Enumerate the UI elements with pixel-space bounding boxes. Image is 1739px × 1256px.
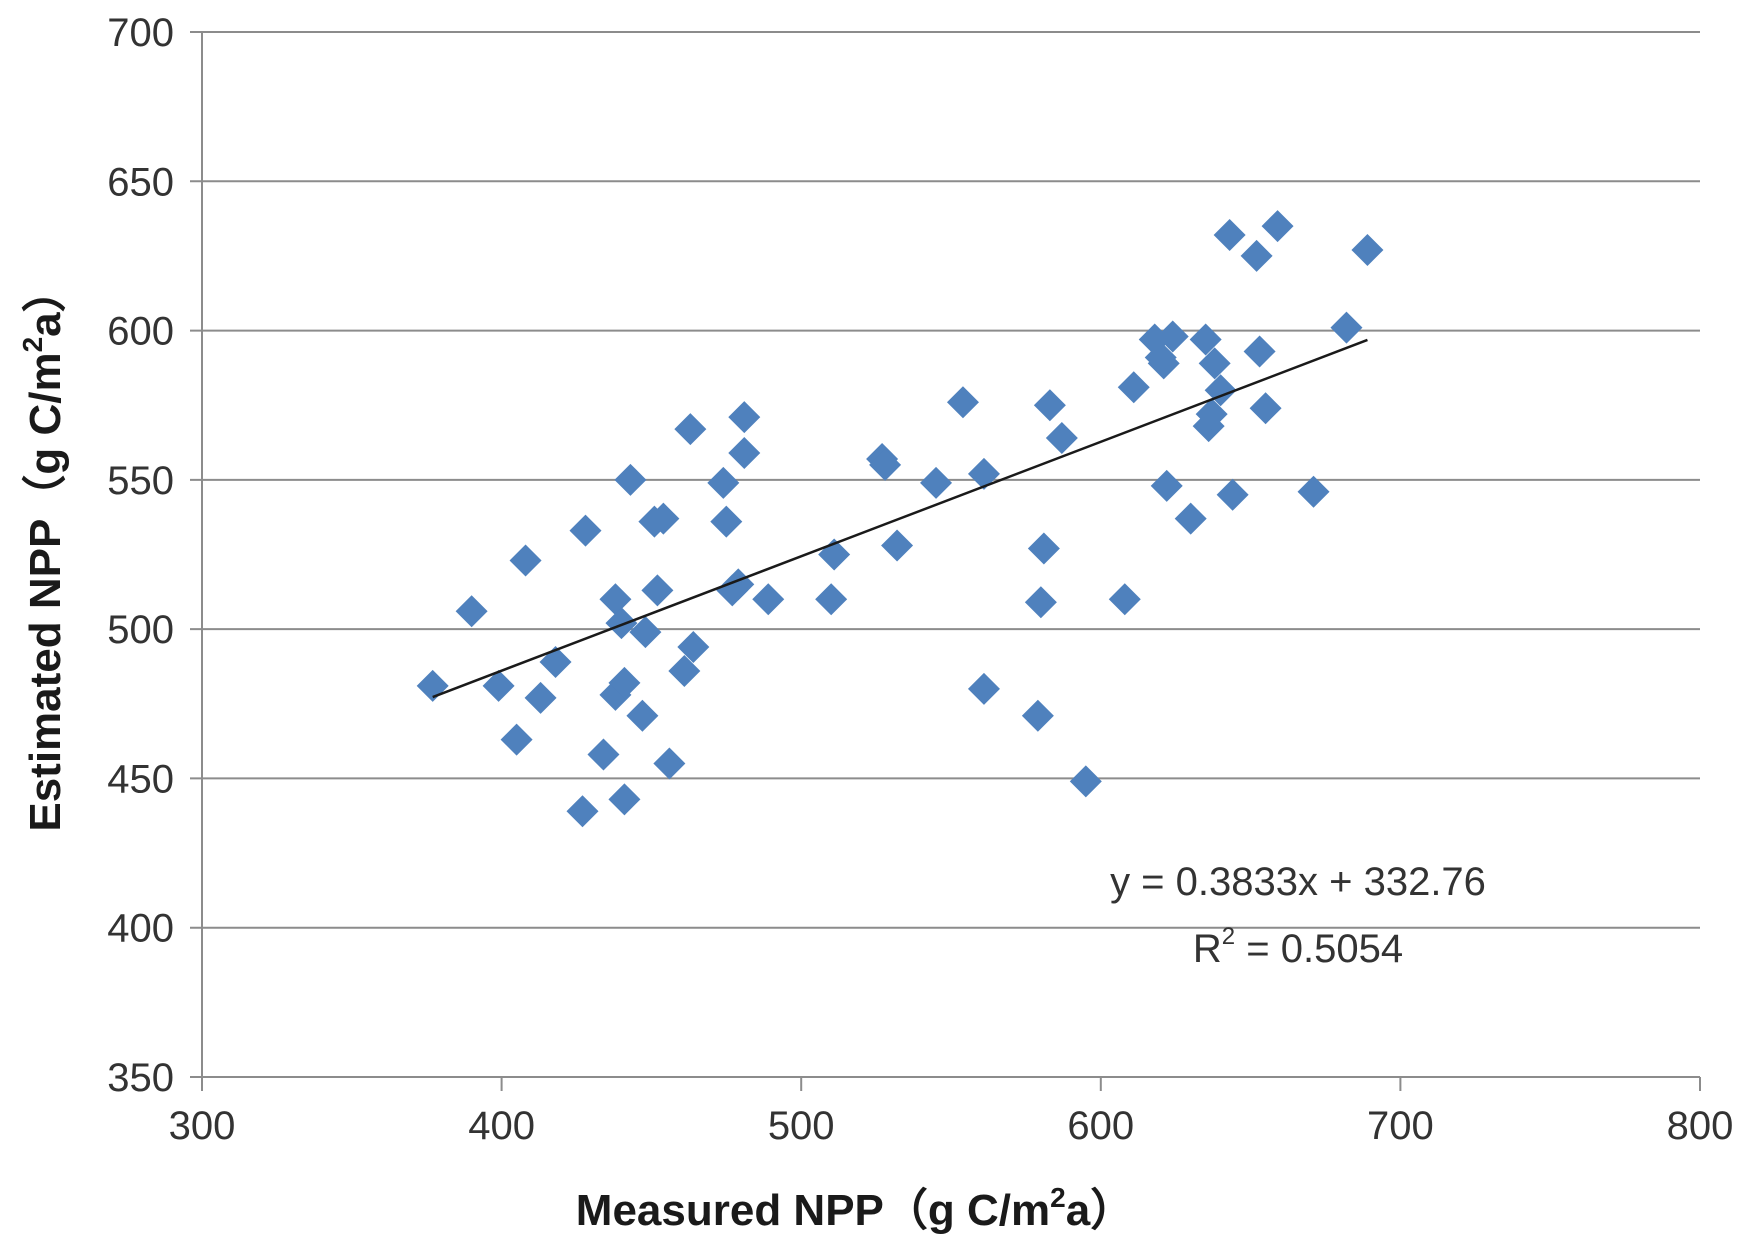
- data-point-59: [1198, 347, 1231, 380]
- data-point-46: [1045, 422, 1078, 455]
- data-point-66: [1261, 210, 1294, 243]
- data-point-39: [946, 386, 979, 419]
- data-point-58: [1195, 398, 1228, 431]
- data-point-33: [815, 583, 848, 616]
- data-point-5: [509, 544, 542, 577]
- x-tick-label-600: 600: [1067, 1104, 1134, 1148]
- data-point-41: [967, 672, 1000, 705]
- data-point-45: [1033, 389, 1066, 422]
- y-tick-label-650: 650: [107, 160, 174, 204]
- data-point-68: [1330, 311, 1363, 344]
- r2-prefix: R: [1193, 927, 1222, 971]
- x-tick-label-300: 300: [169, 1104, 236, 1148]
- trendline-equation: y = 0.3833x + 332.76: [1110, 860, 1486, 904]
- trendline-layer: [432, 338, 1368, 699]
- data-point-43: [1024, 586, 1057, 619]
- data-point-20: [641, 574, 674, 607]
- data-point-36: [869, 448, 902, 481]
- data-point-18: [629, 616, 662, 649]
- data-point-52: [1147, 347, 1180, 380]
- y-tick-label-350: 350: [107, 1056, 174, 1100]
- data-point-27: [710, 505, 743, 538]
- data-point-30: [728, 401, 761, 434]
- x-tick-label-500: 500: [768, 1104, 835, 1148]
- data-point-31: [728, 436, 761, 469]
- tick-labels: 350 400 450 500 550 600 650 700 300 400 500 600 700 8…: [107, 11, 1733, 1148]
- data-point-61: [1213, 219, 1246, 252]
- data-point-48: [1108, 583, 1141, 616]
- data-point-21: [647, 502, 680, 535]
- data-point-42: [1021, 699, 1054, 732]
- data-point-10: [587, 738, 620, 771]
- data-point-44: [1027, 532, 1060, 565]
- data-point-25: [677, 631, 710, 664]
- data-point-23: [668, 654, 701, 687]
- y-tick-label-450: 450: [107, 757, 174, 801]
- data-point-2: [455, 595, 488, 628]
- data-point-55: [1174, 502, 1207, 535]
- data-point-26: [707, 466, 740, 499]
- data-point-14: [608, 783, 641, 816]
- data-point-67: [1297, 475, 1330, 508]
- data-point-11: [599, 583, 632, 616]
- data-point-3: [482, 669, 515, 702]
- r-squared-label: R2 = 0.5054: [1193, 923, 1403, 971]
- data-point-54: [1156, 320, 1189, 353]
- data-point-40: [967, 457, 1000, 490]
- data-point-22: [653, 747, 686, 780]
- data-point-62: [1216, 478, 1249, 511]
- data-point-38: [920, 466, 953, 499]
- x-axis-title-main: Measured NPP（g C/m: [576, 1186, 1050, 1235]
- data-point-37: [881, 529, 914, 562]
- data-point-65: [1249, 392, 1282, 425]
- y-tick-label-550: 550: [107, 459, 174, 503]
- x-tick-label-800: 800: [1667, 1104, 1734, 1148]
- y-tick-label-700: 700: [107, 11, 174, 55]
- data-point-16: [614, 463, 647, 496]
- y-axis-title: Estimated NPP（g C/m2a）: [17, 268, 70, 831]
- x-axis-title-tail: a）: [1066, 1186, 1134, 1235]
- data-point-9: [569, 514, 602, 547]
- data-point-63: [1240, 239, 1273, 272]
- x-axis-title: Measured NPP（g C/m2a）: [576, 1182, 1134, 1235]
- y-tick-label-500: 500: [107, 608, 174, 652]
- y-axis-title-sup: 2: [17, 337, 48, 353]
- data-point-1: [416, 669, 449, 702]
- data-point-69: [1351, 233, 1384, 266]
- axes: [190, 32, 1701, 1091]
- y-tick-label-600: 600: [107, 310, 174, 354]
- r2-value: = 0.5054: [1235, 927, 1403, 971]
- x-tick-label-400: 400: [468, 1104, 535, 1148]
- x-axis-title-sup: 2: [1050, 1182, 1066, 1213]
- data-point-32: [752, 583, 785, 616]
- data-point-8: [566, 795, 599, 828]
- data-point-53: [1150, 469, 1183, 502]
- data-point-6: [524, 681, 557, 714]
- trendline: [432, 338, 1368, 699]
- data-point-56: [1189, 323, 1222, 356]
- x-tick-label-700: 700: [1367, 1104, 1434, 1148]
- data-point-15: [608, 666, 641, 699]
- y-tick-label-400: 400: [107, 907, 174, 951]
- r2-superscript: 2: [1222, 923, 1235, 950]
- data-point-4: [500, 723, 533, 756]
- data-point-17: [626, 699, 659, 732]
- data-point-13: [605, 607, 638, 640]
- y-axis-title-main: Estimated NPP（g C/m: [21, 352, 70, 831]
- data-point-49: [1117, 371, 1150, 404]
- data-point-64: [1243, 335, 1276, 368]
- gridlines: [190, 31, 1700, 929]
- data-point-24: [674, 413, 707, 446]
- data-point-47: [1069, 765, 1102, 798]
- y-axis-title-tail: a）: [21, 268, 70, 336]
